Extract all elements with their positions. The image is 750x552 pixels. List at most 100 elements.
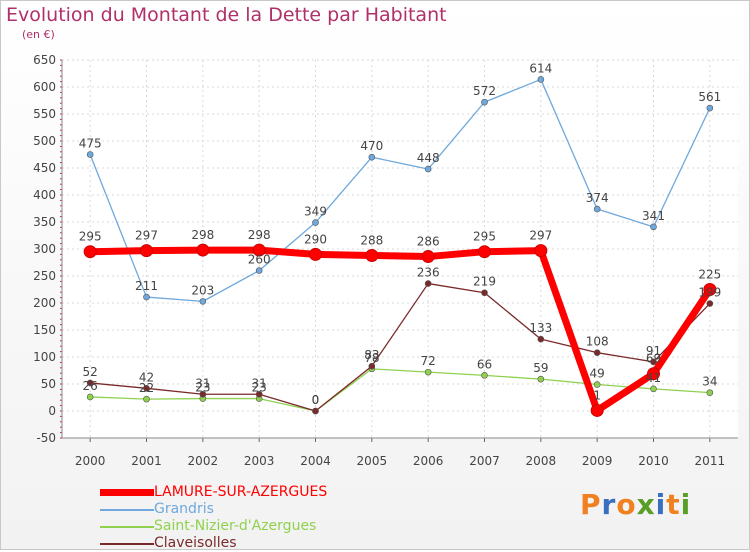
- data-point-claveisolles: [312, 407, 319, 415]
- data-label-saint-nizier-d-azergues: 26: [83, 379, 98, 393]
- data-label-lamure-sur-azergues: 298: [191, 228, 214, 242]
- legend-label: LAMURE-SUR-AZERGUES: [154, 484, 328, 500]
- data-point-lamure-sur-azergues: [647, 367, 660, 381]
- data-label-grandris: 203: [191, 283, 214, 297]
- series-line-claveisolles: [90, 282, 711, 412]
- data-label-grandris: 374: [586, 191, 609, 205]
- data-label-lamure-sur-azergues: 295: [79, 230, 102, 244]
- data-label-grandris: 561: [698, 90, 721, 104]
- x-tick-label: 2008: [526, 454, 557, 468]
- x-tick-label: 2011: [695, 454, 726, 468]
- data-point-grandris: [368, 153, 376, 161]
- data-label-lamure-sur-azergues: 288: [360, 233, 383, 247]
- data-point-grandris: [199, 298, 207, 305]
- y-tick-label: 400: [33, 188, 56, 202]
- legend-swatch: [100, 526, 154, 528]
- y-tick-label: 550: [33, 107, 56, 121]
- x-tick-label: 2006: [413, 454, 444, 468]
- data-point-lamure-sur-azergues: [590, 403, 604, 417]
- data-label-claveisolles: 133: [529, 321, 552, 335]
- data-label-grandris: 448: [417, 151, 440, 165]
- data-point-claveisolles: [368, 362, 376, 370]
- y-tick-label: 0: [48, 404, 56, 418]
- x-tick-label: 2003: [244, 454, 275, 468]
- data-label-lamure-sur-azergues: 297: [135, 229, 158, 243]
- data-label-claveisolles: 108: [586, 335, 609, 349]
- data-label-saint-nizier-d-azergues: 0: [312, 393, 320, 407]
- data-point-claveisolles: [593, 349, 601, 356]
- x-tick-label: 2000: [75, 454, 106, 468]
- data-point-lamure-sur-azergues: [534, 244, 548, 258]
- data-point-lamure-sur-azergues: [478, 245, 491, 259]
- data-point-lamure-sur-azergues: [421, 250, 435, 264]
- legend-label: Claveisolles: [154, 535, 237, 551]
- data-point-lamure-sur-azergues: [365, 248, 379, 262]
- data-point-saint-nizier-d-azergues: [424, 368, 432, 376]
- data-point-claveisolles: [424, 280, 432, 287]
- brand-letter: P: [580, 488, 602, 521]
- data-label-saint-nizier-d-azergues: 23: [195, 381, 210, 395]
- data-label-lamure-sur-azergues: 225: [698, 268, 721, 282]
- data-label-grandris: 211: [135, 279, 158, 293]
- y-tick-label: 650: [33, 53, 56, 67]
- data-label-lamure-sur-azergues: 69: [646, 352, 661, 366]
- data-label-saint-nizier-d-azergues: 72: [421, 354, 436, 368]
- data-point-saint-nizier-d-azergues: [481, 372, 488, 379]
- data-label-saint-nizier-d-azergues: 41: [646, 371, 661, 385]
- data-point-grandris: [593, 205, 601, 213]
- legend-label: Saint-Nizier-d'Azergues: [154, 518, 317, 534]
- y-tick-label: 200: [33, 296, 56, 310]
- data-label-lamure-sur-azergues: 295: [473, 230, 496, 244]
- x-tick-label: 2009: [582, 454, 613, 468]
- data-label-claveisolles: 52: [83, 365, 98, 379]
- data-label-grandris: 475: [79, 137, 102, 151]
- chart-title: Evolution du Montant de la Dette par Hab…: [6, 4, 447, 26]
- legend-swatch: [100, 489, 154, 496]
- data-label-claveisolles: 219: [473, 275, 496, 289]
- y-tick-label: 350: [33, 215, 56, 229]
- data-label-lamure-sur-azergues: 1: [593, 388, 601, 402]
- y-tick-label: 500: [33, 134, 56, 148]
- data-label-lamure-sur-azergues: 298: [248, 228, 271, 242]
- data-label-saint-nizier-d-azergues: 59: [533, 361, 548, 375]
- brand-letter: r: [601, 488, 617, 521]
- data-label-lamure-sur-azergues: 290: [304, 232, 327, 246]
- data-point-saint-nizier-d-azergues: [706, 389, 714, 396]
- data-point-lamure-sur-azergues: [309, 247, 322, 261]
- data-point-grandris: [537, 76, 545, 83]
- data-point-grandris: [706, 104, 714, 112]
- data-label-claveisolles: 236: [417, 266, 440, 280]
- y-tick-label: 300: [33, 242, 56, 256]
- x-tick-label: 2007: [469, 454, 500, 468]
- data-point-lamure-sur-azergues: [252, 243, 266, 257]
- data-point-grandris: [481, 98, 488, 106]
- data-point-grandris: [86, 151, 94, 158]
- legend-swatch: [100, 543, 154, 545]
- data-point-saint-nizier-d-azergues: [86, 393, 94, 401]
- y-tick-label: 600: [33, 80, 56, 94]
- data-label-saint-nizier-d-azergues: 49: [590, 367, 605, 381]
- data-label-grandris: 572: [473, 84, 496, 98]
- data-label-claveisolles: 31: [195, 376, 210, 390]
- legend-label: Grandris: [154, 501, 214, 517]
- y-tick-label: 100: [33, 350, 56, 364]
- data-label-claveisolles: 42: [139, 370, 154, 384]
- legend-swatch: [100, 509, 154, 511]
- chart-unit: (en €): [22, 28, 55, 41]
- data-point-saint-nizier-d-azergues: [593, 381, 601, 388]
- data-label-saint-nizier-d-azergues: 66: [477, 357, 492, 371]
- brand-letter: i: [680, 488, 692, 521]
- y-tick-label: -50: [36, 431, 56, 445]
- data-point-grandris: [255, 267, 263, 274]
- data-label-grandris: 260: [248, 253, 271, 267]
- data-label-lamure-sur-azergues: 286: [417, 235, 440, 249]
- data-point-saint-nizier-d-azergues: [143, 395, 150, 403]
- data-point-saint-nizier-d-azergues: [537, 375, 545, 383]
- data-point-claveisolles: [255, 390, 263, 398]
- data-point-claveisolles: [650, 358, 657, 366]
- data-point-grandris: [312, 219, 319, 226]
- data-label-grandris: 341: [642, 209, 665, 223]
- data-label-saint-nizier-d-azergues: 23: [252, 381, 267, 395]
- x-tick-label: 2010: [638, 454, 669, 468]
